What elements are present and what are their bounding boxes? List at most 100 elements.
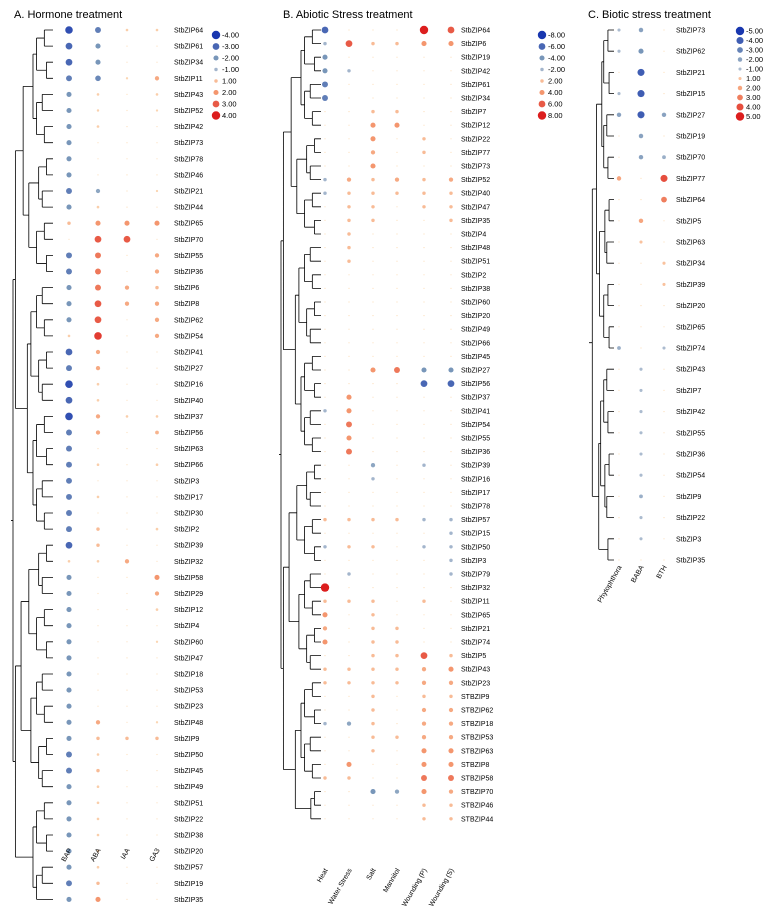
expression-dot (618, 283, 620, 285)
expression-dot (125, 415, 129, 418)
expression-dot (95, 252, 101, 259)
gene-label: StbZIP42 (676, 409, 705, 416)
expression-dot (348, 505, 350, 507)
expression-dot (67, 559, 71, 563)
expression-dot (638, 154, 644, 160)
gene-label: StbZIP19 (461, 55, 490, 62)
expression-dot (126, 464, 128, 466)
expression-dot (323, 191, 327, 195)
expression-dot (156, 206, 158, 208)
expression-dot (423, 111, 425, 113)
expression-dot (394, 367, 400, 373)
expression-dot (66, 848, 72, 854)
gene-label: StbZIP41 (461, 408, 490, 415)
gene-label: StbZIP54 (676, 473, 705, 480)
condition-label: Salt (366, 867, 378, 881)
legend-swatch (538, 100, 546, 108)
expression-dot (396, 464, 398, 466)
expression-dot (154, 76, 160, 81)
expression-dot (396, 274, 398, 276)
expression-dot (422, 803, 426, 807)
expression-dot (639, 367, 643, 371)
expression-dot (372, 274, 374, 276)
expression-dot (347, 191, 351, 195)
condition-label: BTH (656, 565, 669, 581)
panel-title: B. Abiotic Stress treatment (283, 9, 413, 21)
expression-dot (126, 126, 128, 128)
expression-dot (663, 495, 665, 497)
expression-dot (324, 206, 326, 208)
expression-dot (126, 641, 128, 643)
expression-dot (96, 125, 100, 128)
expression-dot (450, 627, 452, 630)
legend-label: -1.00 (222, 65, 239, 74)
gene-label: StbZIP29 (174, 591, 203, 598)
gene-label: StbZIP19 (676, 134, 705, 141)
expression-dot (638, 27, 644, 33)
expression-dot (618, 220, 620, 222)
gene-label: StbZIP46 (174, 172, 203, 179)
expression-dot (372, 328, 374, 330)
expression-dot (324, 124, 326, 126)
expression-dot (155, 463, 159, 467)
gene-label: StbZIP50 (461, 544, 490, 551)
expression-dot (348, 165, 350, 167)
expression-dot (421, 367, 427, 373)
expression-dot (447, 26, 455, 34)
expression-dot (618, 559, 620, 561)
gene-label: StbZIP27 (174, 366, 203, 373)
expression-dot (348, 56, 350, 58)
expression-dot (348, 791, 350, 793)
legend-label: -3.00 (746, 46, 763, 55)
gene-label: StbZIP40 (461, 191, 490, 198)
expression-dot (423, 559, 425, 562)
expression-dot (395, 41, 399, 46)
expression-dot (396, 423, 398, 425)
expression-dot (449, 205, 453, 209)
expression-dot (449, 803, 453, 807)
expression-dot (66, 864, 72, 870)
expression-dot (348, 818, 350, 820)
expression-dot (66, 156, 72, 162)
legend-label: 2.00 (222, 88, 237, 97)
expression-dot (324, 315, 326, 317)
expression-dot (347, 218, 351, 223)
expression-dot (396, 247, 398, 249)
expression-dot (346, 421, 352, 428)
expression-dot (421, 721, 427, 726)
legend-label: -1.00 (746, 65, 763, 74)
expression-dot (396, 165, 398, 167)
gene-label: StbZIP16 (461, 476, 490, 483)
expression-dot (423, 573, 425, 575)
expression-dot (156, 496, 158, 498)
expression-dot (450, 111, 452, 113)
expression-dot (66, 461, 72, 468)
gene-label: StbZIP7 (461, 109, 486, 116)
expression-dot (449, 653, 453, 658)
expression-dot (323, 599, 327, 603)
expression-dot (423, 437, 425, 439)
legend-label: 2.00 (746, 84, 761, 93)
gene-label: StbZIP56 (174, 430, 203, 437)
expression-dot (371, 41, 375, 46)
expression-dot (324, 451, 326, 453)
expression-dot (155, 608, 159, 611)
expression-dot (396, 355, 398, 357)
expression-dot (420, 652, 428, 659)
expression-dot (372, 777, 374, 779)
expression-dot (663, 220, 665, 222)
expression-dot (348, 532, 350, 534)
gene-label: StbZIP19 (174, 881, 203, 888)
legend-label: 3.00 (746, 93, 761, 102)
expression-dot (450, 614, 452, 616)
gene-label: StbZIP6 (174, 285, 199, 292)
gene-label: StbZIP73 (461, 164, 490, 171)
legend-swatch (538, 43, 546, 50)
expression-dot (348, 138, 350, 140)
expression-dot (394, 122, 400, 128)
expression-dot (126, 206, 128, 208)
legend-swatch (214, 67, 218, 72)
expression-dot (616, 112, 622, 118)
expression-dot (323, 517, 327, 522)
expression-dot (154, 253, 160, 258)
